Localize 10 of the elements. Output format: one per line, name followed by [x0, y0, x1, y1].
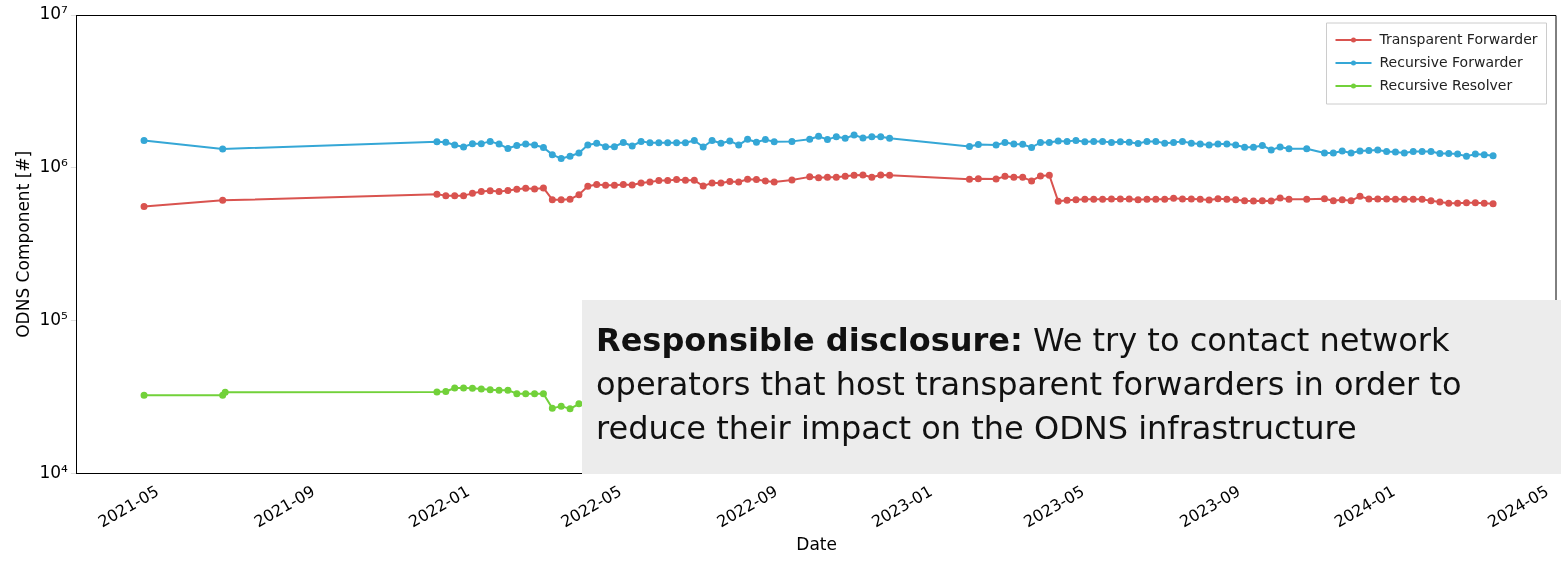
y-axis-title: ODNS Component [#] — [12, 150, 33, 338]
x-axis-title: Date — [796, 534, 837, 555]
y-tick-label: 10⁶ — [39, 156, 69, 177]
y-tick-label: 10⁷ — [39, 3, 69, 24]
annotation: Responsible disclosure: We try to contact network operators that host transparent forwarders in order to reduce their impact on the ODNS infrastructure — [596, 320, 1463, 449]
legend-label: Recursive Resolver — [1379, 76, 1513, 93]
y-tick-label: 10⁵ — [39, 309, 68, 330]
y-tick-label: 10⁴ — [39, 461, 69, 482]
legend-label: Transparent Forwarder — [1378, 30, 1538, 47]
legend-label: Recursive Forwarder — [1379, 53, 1523, 70]
